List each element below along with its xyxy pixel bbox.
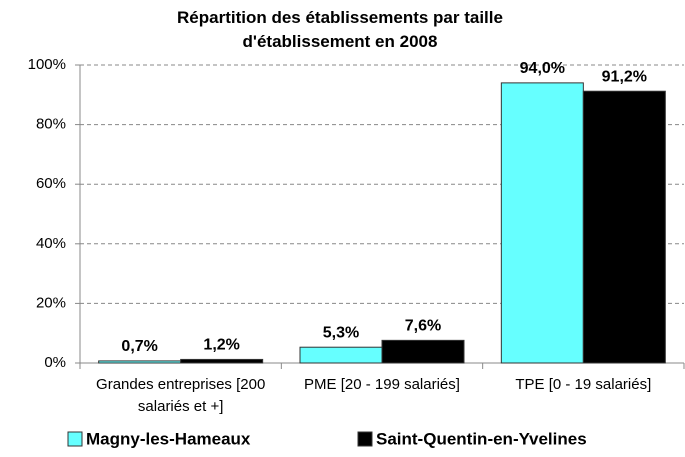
legend-label: Magny-les-Hameaux [86, 429, 251, 448]
value-label: 1,2% [203, 337, 239, 354]
y-tick-label: 60% [36, 175, 66, 192]
bar [180, 358, 264, 364]
value-label: 5,3% [323, 324, 359, 341]
bar [299, 346, 383, 364]
x-tick-label: PME [20 - 199 salariés] [304, 376, 460, 393]
x-tick-label-box: Grandes entreprises [200 salariés et +] [96, 376, 266, 415]
x-tick-label: TPE [0 - 19 salariés] [515, 376, 652, 393]
value-label: 0,7% [121, 338, 157, 355]
y-tick-label: 100% [28, 56, 66, 73]
x-tick-label-box: TPE [0 - 19 salariés] [515, 376, 652, 393]
y-tick-label: 20% [36, 294, 66, 311]
y-tick-label: 80% [36, 116, 66, 133]
bar [582, 90, 666, 364]
value-label: 7,6% [405, 318, 441, 335]
x-tick-label: Grandes entreprises [200 salariés et +] [96, 376, 266, 415]
x-tick-label-box: PME [20 - 199 salariés] [304, 376, 460, 393]
chart-title: Répartition des établissements par taill… [177, 8, 503, 51]
value-label: 91,2% [602, 68, 647, 85]
legend-swatch [67, 431, 83, 447]
legend-label: Saint-Quentin-en-Yvelines [376, 429, 587, 448]
bar [98, 360, 182, 364]
y-tick-label: 0% [44, 354, 66, 371]
y-tick-label: 40% [36, 235, 66, 252]
value-label: 94,0% [520, 60, 565, 77]
bar [500, 82, 584, 364]
bar [381, 339, 465, 364]
title-box: Répartition des établissements par taill… [177, 8, 503, 51]
legend-swatch [357, 431, 373, 447]
